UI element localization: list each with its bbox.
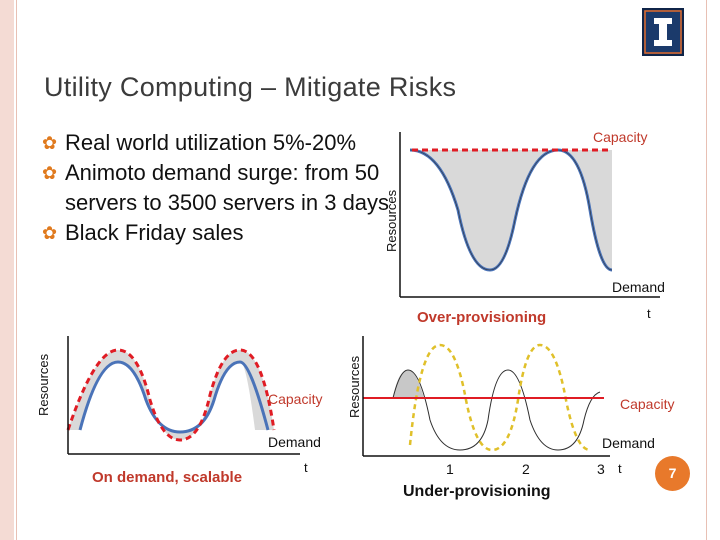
under-tick-3: 3 — [597, 461, 605, 477]
over-demand-outline — [409, 149, 613, 271]
on-demand-chart: Capacity Demand Resources On demand, sca… — [36, 336, 322, 486]
right-divider-line — [706, 0, 707, 540]
ondemand-capacity-curve — [66, 348, 276, 442]
left-decoration-bar — [0, 0, 14, 540]
over-y-label: Resources — [384, 189, 399, 252]
over-demand-label: Demand — [612, 279, 665, 295]
over-area — [410, 150, 612, 270]
ondemand-demand-label: Demand — [268, 434, 321, 450]
under-capacity-label: Capacity — [620, 396, 674, 412]
bullet-item: ✿ Black Friday sales — [42, 220, 244, 245]
ondemand-title: On demand, scalable — [92, 469, 242, 486]
ondemand-area — [68, 350, 274, 440]
bullet-icon: ✿ — [42, 223, 58, 243]
page-number-badge: 7 — [655, 456, 690, 491]
left-divider-line — [16, 0, 17, 540]
over-title: Over-provisioning — [417, 309, 546, 326]
under-title: Under-provisioning — [403, 483, 551, 500]
over-x-label: t — [647, 306, 651, 321]
under-y-label: Resources — [347, 355, 362, 418]
bullet-item: ✿ Real world utilization 5%-20% — [42, 130, 357, 155]
under-demand-label: Demand — [602, 435, 655, 451]
under-tick-1: 1 — [446, 461, 454, 477]
university-logo — [641, 7, 685, 57]
under-x-label: t — [618, 461, 622, 476]
under-dashed-curve — [408, 343, 591, 452]
ondemand-x-label: t — [304, 460, 308, 475]
bullet-list: ✿ Real world utilization 5%-20% ✿ Animot… — [42, 128, 402, 248]
bullet-icon: ✿ — [42, 163, 58, 183]
under-tick-2: 2 — [522, 461, 530, 477]
ondemand-capacity-label: Capacity — [268, 391, 322, 407]
over-capacity-label: Capacity — [593, 129, 647, 145]
under-provisioning-chart: Capacity Demand Resources 1 2 3 t Under-… — [347, 336, 674, 500]
over-provisioning-chart: Capacity Demand Resources Over-provision… — [384, 129, 665, 326]
bullet-icon: ✿ — [42, 133, 58, 153]
ondemand-demand-curve — [78, 360, 270, 434]
slide-title: Utility Computing – Mitigate Risks — [44, 72, 457, 102]
ondemand-y-label: Resources — [36, 353, 51, 416]
bullet-item: ✿ Animoto demand surge: from 50 servers … — [42, 160, 390, 215]
